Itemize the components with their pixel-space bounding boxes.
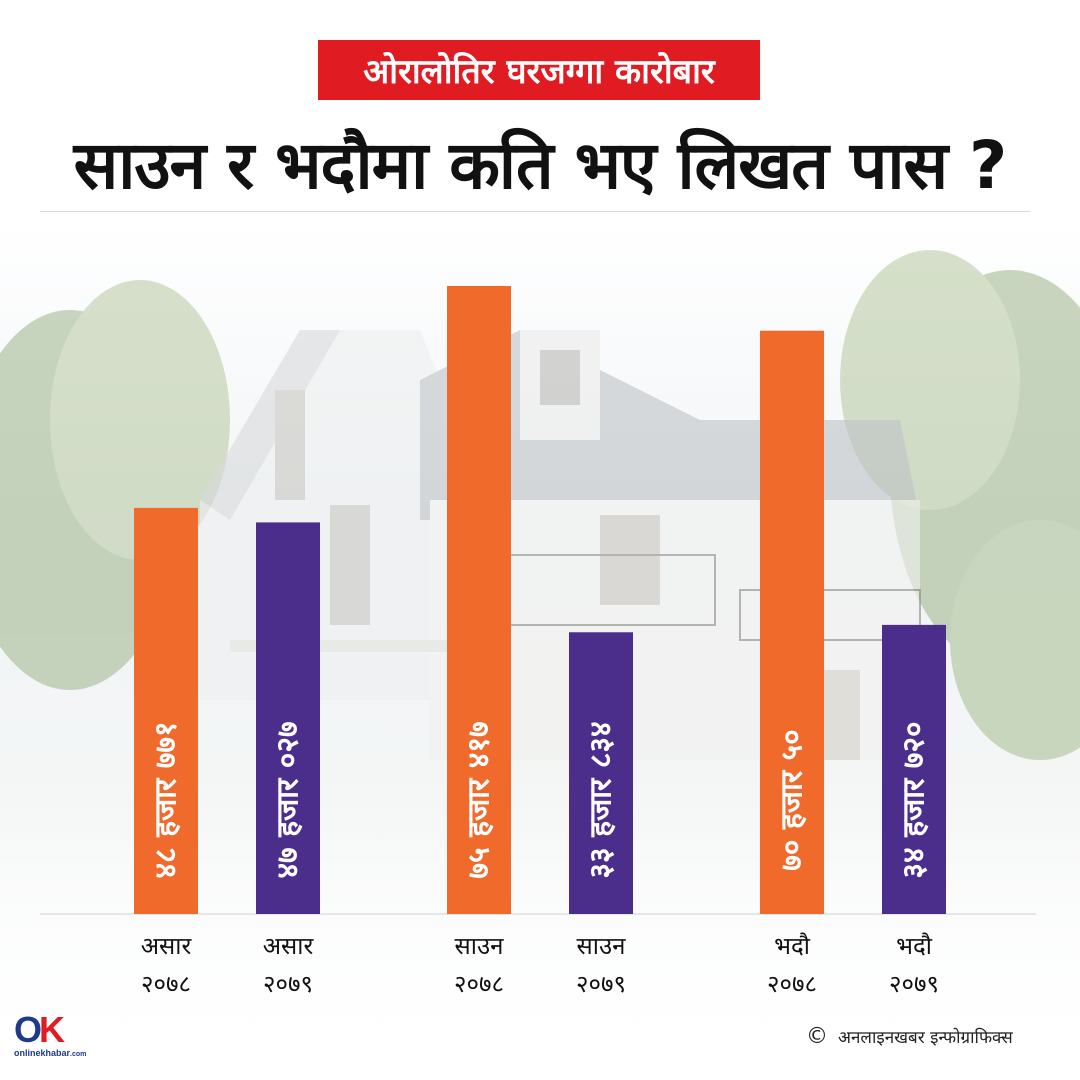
credit-text: अनलाइनखबर इन्फोग्राफिक्स [838, 1028, 1013, 1048]
bar-value-label-5: ३४ हजार ७२० [897, 721, 932, 878]
kicker-banner: ओरालोतिर घरजग्गा कारोबार [318, 40, 760, 100]
logo-brand: onlinekhabar.com [14, 1048, 87, 1058]
category-label-0-0: असार [141, 932, 193, 960]
category-label-2-1: २०७८ [454, 970, 504, 998]
bar-5 [882, 624, 946, 914]
bar-value-label-1: ४७ हजार ०२७ [271, 721, 306, 878]
category-label-5-1: २०७९ [889, 970, 939, 998]
bar-value-label-0: ४८ हजार ७७१ [149, 721, 184, 878]
category-label-3-1: २०७९ [576, 970, 626, 998]
copyright-symbol: © [806, 1024, 828, 1049]
category-label-3-0: साउन [577, 932, 627, 960]
bar-value-label-2: ७५ हजार ४१७ [462, 721, 497, 878]
bar-value-label-4: ७० हजार ५० [775, 729, 810, 871]
category-label-1-1: २०७९ [263, 970, 313, 998]
bar-2 [447, 286, 511, 914]
page-title: साउन र भदौमा कति भए लिखत पास ? [73, 127, 1008, 204]
bar-1 [256, 522, 320, 914]
category-label-0-1: २०७८ [141, 970, 191, 998]
category-label-2-0: साउन [455, 932, 505, 960]
bar-3 [569, 632, 633, 914]
category-label-5-0: भदौ [896, 932, 933, 960]
credit-line: © अनलाइनखबर इन्फोग्राफिक्स [806, 1024, 1013, 1049]
bar-value-label-3: ३३ हजार ८३४ [584, 721, 619, 878]
bar-4 [760, 330, 824, 915]
bar-0 [134, 507, 198, 914]
logo-mark: OK [14, 1009, 65, 1050]
onlinekhabar-logo: OK onlinekhabar.com [14, 1009, 87, 1062]
category-label-4-1: २०७८ [767, 970, 817, 998]
category-label-1-0: असार [263, 932, 315, 960]
title-divider [40, 211, 1030, 212]
category-label-4-0: भदौ [774, 932, 811, 960]
